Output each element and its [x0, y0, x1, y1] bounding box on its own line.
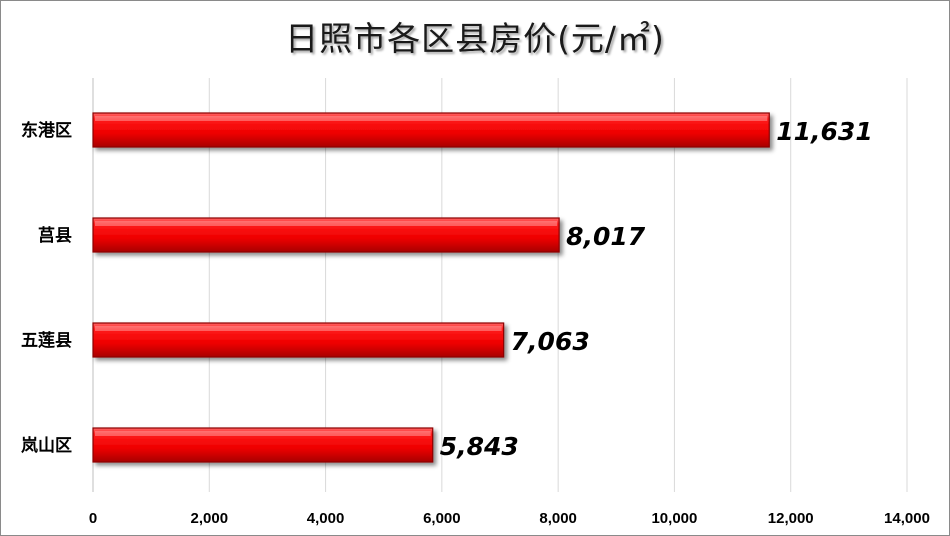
- category-label: 莒县: [38, 225, 72, 246]
- x-tick-label: 8,000: [539, 510, 577, 527]
- data-label: 7,063: [511, 327, 590, 356]
- data-label: 5,843: [440, 432, 519, 461]
- category-label: 五莲县: [21, 331, 72, 351]
- data-label: 11,631: [776, 117, 872, 146]
- bar-highlight: [95, 221, 558, 226]
- data-label: 8,017: [566, 222, 646, 251]
- x-tick-label: 6,000: [423, 510, 461, 527]
- category-label: 岚山区: [21, 435, 72, 456]
- bar-highlight: [95, 116, 768, 121]
- x-tick-label: 10,000: [651, 510, 697, 527]
- bar-highlight: [95, 431, 431, 436]
- x-tick-labels: 0 2,000 4,000 6,000 8,000 10,000 12,000 14,000: [89, 510, 930, 527]
- x-tick-label: 2,000: [191, 510, 229, 527]
- x-tick-label: 0: [89, 510, 97, 527]
- bars: [92, 112, 770, 463]
- x-tick-label: 14,000: [884, 510, 930, 527]
- x-tick-label: 4,000: [307, 510, 345, 527]
- data-labels: 11,631 8,017 7,063 5,843: [440, 117, 873, 461]
- chart-title: 日照市各区县房价(元/㎡): [285, 19, 665, 58]
- bar-highlight: [95, 326, 502, 331]
- category-label: 东港区: [21, 120, 72, 141]
- x-tick-label: 12,000: [768, 510, 814, 527]
